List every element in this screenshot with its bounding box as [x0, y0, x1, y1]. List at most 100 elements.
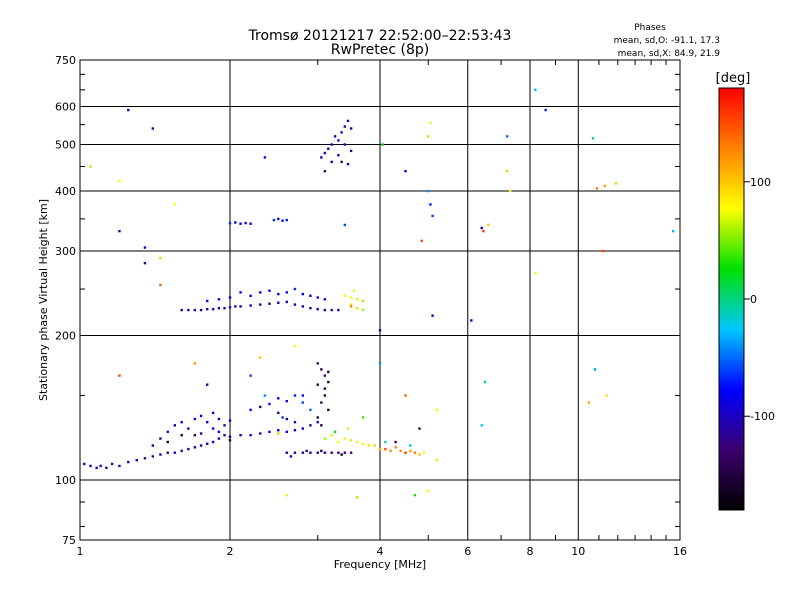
data-point [277, 411, 280, 415]
data-point [378, 362, 382, 365]
y-tick-label: 300 [55, 245, 76, 258]
data-point [429, 203, 432, 206]
data-point [180, 433, 183, 437]
data-point [320, 424, 323, 427]
data-point [159, 453, 162, 456]
data-point [151, 444, 155, 447]
data-point [193, 362, 197, 365]
data-point [285, 291, 288, 294]
data-point [309, 408, 312, 412]
data-point [343, 437, 347, 440]
data-point [305, 449, 308, 453]
data-point [309, 294, 312, 297]
data-point [118, 229, 121, 233]
data-point [323, 451, 327, 454]
data-point [316, 416, 319, 419]
data-point [320, 449, 323, 453]
x-tick-label: 6 [464, 545, 471, 558]
data-point [420, 239, 423, 243]
data-point [187, 308, 190, 312]
data-point [301, 394, 305, 397]
data-point [413, 451, 417, 454]
data-point [217, 437, 221, 440]
data-point [301, 401, 305, 404]
data-point [404, 451, 407, 454]
data-point [429, 121, 432, 124]
data-point [399, 449, 402, 453]
data-point [89, 464, 92, 468]
data-point [320, 401, 323, 404]
y-tick-label: 100 [55, 474, 76, 487]
data-point [277, 429, 280, 432]
x-tick-label: 1 [77, 545, 84, 558]
data-point [323, 308, 327, 312]
data-point [285, 430, 288, 434]
data-point [534, 88, 537, 92]
data-point [285, 399, 288, 403]
data-point [337, 154, 340, 157]
data-point [381, 143, 384, 146]
data-point [118, 464, 121, 468]
data-point [346, 162, 350, 166]
data-point [217, 430, 221, 434]
data-point [316, 362, 319, 365]
x-tick-label: 4 [377, 545, 384, 558]
data-point [277, 432, 280, 435]
data-point [228, 296, 232, 299]
data-point [355, 307, 359, 310]
data-point [337, 308, 340, 312]
data-point [330, 433, 333, 437]
data-point [431, 214, 434, 218]
data-point [228, 306, 232, 309]
data-point [337, 139, 340, 142]
data-point [309, 424, 312, 427]
data-point [239, 222, 242, 225]
data-point [422, 451, 426, 454]
data-point [293, 429, 297, 432]
data-point [127, 460, 130, 464]
data-point [293, 451, 297, 454]
data-point [671, 229, 675, 233]
data-point [95, 466, 98, 470]
data-point [346, 119, 350, 123]
data-point [277, 397, 280, 400]
data-point [349, 296, 353, 299]
data-point [309, 451, 312, 454]
data-point [508, 189, 512, 193]
data-point [333, 135, 337, 138]
data-point [143, 457, 147, 460]
data-point [285, 417, 288, 421]
data-point [404, 169, 407, 173]
data-point [323, 374, 327, 377]
data-point [605, 394, 608, 397]
colorbar-ticks: 100 0 -100 [744, 176, 775, 423]
data-point [259, 303, 262, 306]
data-point [413, 493, 417, 497]
data-point [223, 307, 226, 310]
data-point [263, 156, 267, 159]
data-point [293, 345, 297, 348]
data-point [99, 464, 102, 468]
data-point [187, 427, 190, 430]
data-point [349, 149, 353, 153]
data-point [337, 451, 340, 454]
data-point [259, 432, 262, 435]
data-point [239, 305, 242, 308]
data-point [228, 221, 232, 225]
data-point [316, 451, 319, 454]
data-point [199, 432, 203, 435]
data-point [268, 430, 271, 434]
data-point [281, 219, 284, 222]
data-point [349, 127, 353, 130]
data-point [135, 458, 138, 462]
data-point [394, 446, 397, 449]
data-point [427, 135, 430, 138]
data-point [323, 169, 327, 173]
data-point [316, 420, 319, 424]
y-tick-label: 75 [62, 534, 76, 547]
data-point [323, 298, 327, 301]
y-tick-label: 200 [55, 330, 76, 343]
data-point [595, 187, 599, 190]
data-point [409, 449, 412, 453]
